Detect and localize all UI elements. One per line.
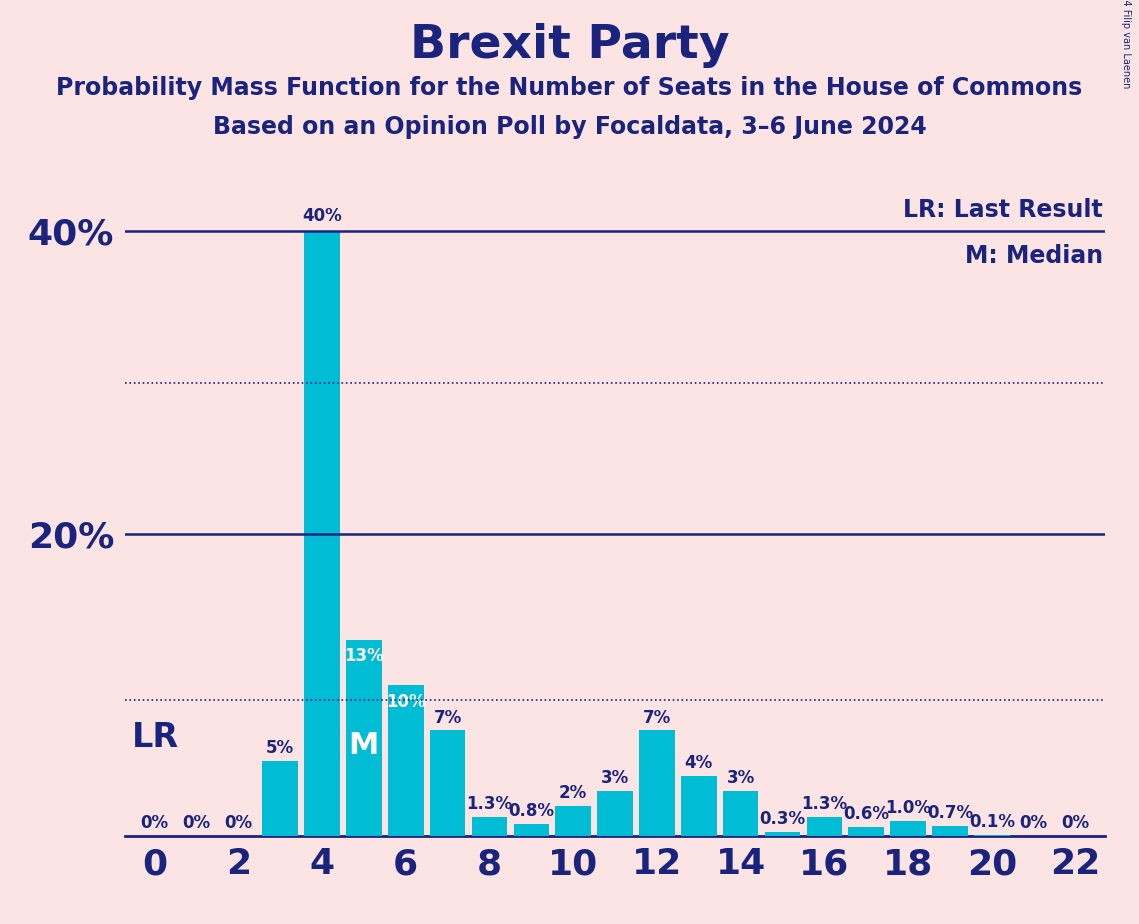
Text: 5%: 5% [267,739,294,757]
Text: 0%: 0% [1062,814,1090,833]
Text: 1.0%: 1.0% [885,799,931,818]
Text: 0%: 0% [224,814,253,833]
Text: 1.3%: 1.3% [802,795,847,813]
Bar [304,231,339,836]
Bar [806,817,842,836]
Bar [262,760,298,836]
Bar [514,824,549,836]
Text: LR: LR [132,722,179,754]
Text: Brexit Party: Brexit Party [410,23,729,68]
Bar [429,730,466,836]
Text: © 2024 Filip van Laenen: © 2024 Filip van Laenen [1121,0,1131,88]
Bar [597,791,633,836]
Text: 0%: 0% [182,814,211,833]
Text: 7%: 7% [642,709,671,726]
Text: 0.8%: 0.8% [508,802,555,821]
Text: 3%: 3% [727,769,755,787]
Text: 10%: 10% [386,693,426,711]
Text: M: M [349,731,379,760]
Bar [472,817,507,836]
Text: 7%: 7% [434,709,461,726]
Text: Based on an Opinion Poll by Focaldata, 3–6 June 2024: Based on an Opinion Poll by Focaldata, 3… [213,115,926,139]
Text: LR: Last Result: LR: Last Result [903,198,1103,222]
Bar [974,834,1009,836]
Text: M: Median: M: Median [965,244,1103,268]
Text: 0.7%: 0.7% [927,804,973,821]
Bar [849,827,884,836]
Bar [681,776,716,836]
Bar [346,639,382,836]
Text: 1.3%: 1.3% [466,795,513,813]
Text: Probability Mass Function for the Number of Seats in the House of Commons: Probability Mass Function for the Number… [56,76,1083,100]
Text: 4%: 4% [685,754,713,772]
Text: 0%: 0% [140,814,169,833]
Text: 0%: 0% [1019,814,1048,833]
Bar [639,730,674,836]
Bar [556,806,591,836]
Text: 0.3%: 0.3% [760,810,805,828]
Text: 3%: 3% [601,769,629,787]
Text: 0.1%: 0.1% [969,813,1015,831]
Bar [388,685,424,836]
Text: 13%: 13% [344,647,384,665]
Text: 40%: 40% [302,207,342,225]
Bar [891,821,926,836]
Text: 0.6%: 0.6% [843,806,890,823]
Text: 2%: 2% [559,784,588,802]
Bar [723,791,759,836]
Bar [932,826,968,836]
Bar [764,832,801,836]
